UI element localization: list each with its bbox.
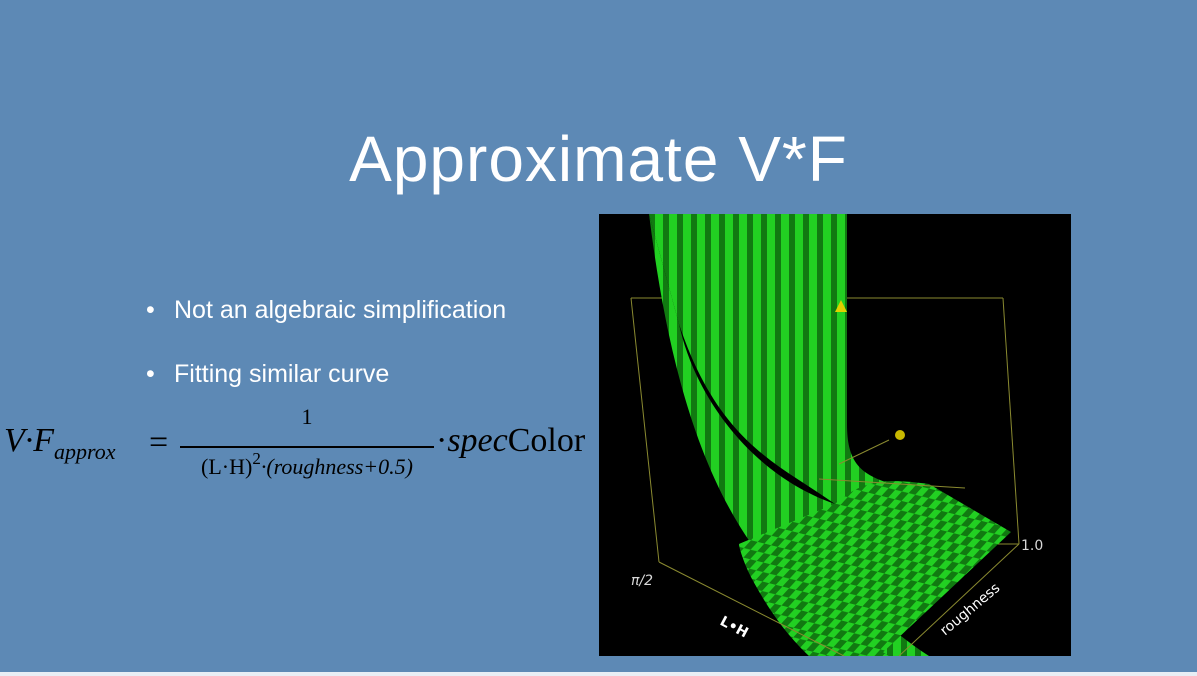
bullet-item: • Not an algebraic simplification [146,296,506,325]
label-pi-half: π/2 [631,573,653,589]
formula-equals: = [149,424,169,461]
formula-rhs-spec: spec [447,422,508,459]
box-front-bottom [658,561,845,656]
box-front-right [898,543,1020,656]
bullet-text: Not an algebraic simplification [174,296,507,324]
bullet-text: Fitting similar curve [174,360,390,388]
formula-fraction-bar [180,446,434,448]
axis-line-y [838,439,890,465]
formula-lhs-var: V·F [4,422,55,459]
bullet-dot-icon: • [146,360,155,388]
formula-denominator: (L·H)2·(roughness+0.5) [180,449,434,480]
yellow-arrow-marker-icon [835,300,847,312]
formula-rhs-color: Color [507,422,586,459]
label-one: 1.0 [1021,538,1043,554]
formula-rhs-dot: · [436,422,448,459]
surface-plot: π/2 1.0 L•H roughness [599,214,1071,656]
formula-den-rest: ·(roughness+0.5) [260,454,413,479]
formula-rhs: ·specColor [436,422,585,460]
surface-plot-svg: π/2 1.0 L•H roughness [630,214,1043,656]
formula-lhs: V·Fapprox [4,422,116,464]
box-back-left [630,297,660,563]
bullet-item: • Fitting similar curve [146,360,389,389]
yellow-dot-marker-icon [895,430,905,440]
surface-wall [649,214,899,504]
formula-den-power: 2 [252,449,261,468]
slide-title: Approximate V*F [349,123,848,195]
formula-numerator: 1 [301,404,313,429]
box-back-right [1002,297,1020,545]
axis-line-mid [818,478,966,489]
bottom-strip [0,672,1197,676]
label-lh: L•H [717,613,751,641]
bullet-dot-icon: • [146,296,155,324]
formula-lhs-sub: approx [54,439,116,464]
formula-den-lh: (L·H) [201,454,253,479]
surface-floor-strip [739,504,889,656]
